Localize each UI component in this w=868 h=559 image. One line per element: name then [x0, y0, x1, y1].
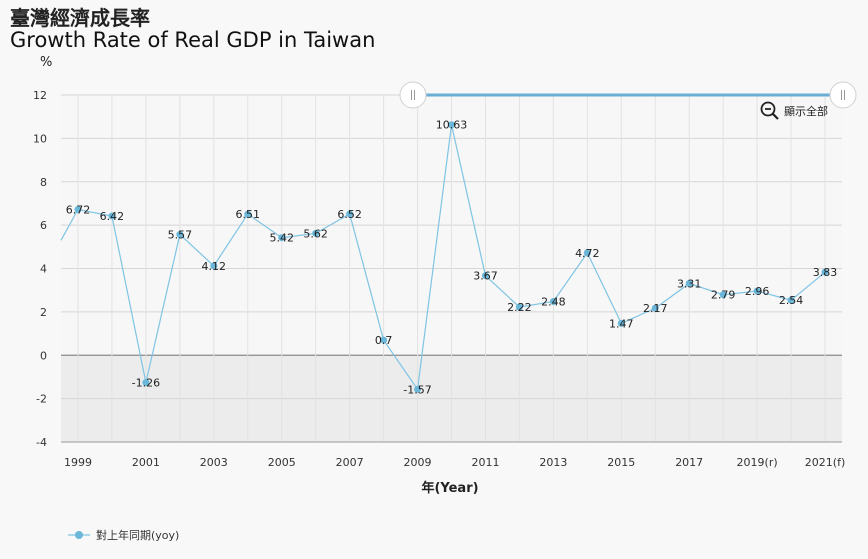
data-label: 10.63: [436, 119, 468, 132]
data-label: 2.79: [711, 289, 736, 302]
data-point[interactable]: [448, 121, 455, 129]
data-label: 5.42: [269, 232, 294, 245]
series-line: [60, 124, 826, 391]
y-tick-label: 10: [33, 132, 47, 145]
data-point[interactable]: [108, 212, 116, 220]
data-point[interactable]: [176, 230, 184, 238]
y-tick-label: 2: [40, 306, 47, 319]
y-tick-label: 0: [40, 349, 47, 362]
x-tick-label: 1999: [64, 456, 92, 469]
y-axis-unit: %: [40, 55, 53, 70]
data-point[interactable]: [481, 272, 489, 280]
data-label: 4.12: [202, 260, 227, 273]
x-tick-label: 2013: [539, 456, 567, 469]
data-point[interactable]: [583, 249, 591, 257]
reset-zoom-button[interactable]: 顯示全部: [760, 101, 828, 121]
data-label: 4.72: [575, 247, 600, 260]
navigator-handle-left[interactable]: [399, 81, 427, 109]
legend-line-marker-icon: [68, 531, 90, 539]
x-tick-label: 2011: [471, 456, 499, 469]
x-tick-label: 2007: [336, 456, 364, 469]
data-point[interactable]: [719, 291, 727, 299]
y-tick-label: 4: [40, 263, 47, 276]
data-label: 3.31: [677, 277, 702, 290]
data-point[interactable]: [414, 385, 422, 393]
x-axis: 1999 2001 2003 2005 2007 2009 2011 2013 2015 2017…: [61, 441, 845, 469]
data-label: 0.7: [375, 334, 393, 347]
data-point[interactable]: [142, 379, 150, 387]
zoom-out-icon: [760, 101, 779, 120]
y-tick-label: 6: [40, 219, 47, 232]
data-label: 2.48: [541, 295, 566, 308]
data-point[interactable]: [244, 210, 252, 218]
navigator-handle-right[interactable]: [829, 81, 857, 109]
data-label: 6.42: [100, 210, 125, 223]
data-point[interactable]: [346, 210, 354, 218]
data-label: 2.17: [643, 302, 668, 315]
data-point[interactable]: [515, 303, 523, 311]
legend-item-label: 對上年同期(yoy): [96, 529, 180, 542]
data-point[interactable]: [278, 234, 286, 242]
chart-title-en: Growth Rate of Real GDP in Taiwan: [10, 28, 376, 52]
chart-title-zh: 臺灣經濟成長率: [10, 6, 150, 30]
data-label: 3.83: [813, 266, 838, 279]
reset-zoom-label: 顯示全部: [784, 105, 828, 118]
data-label: 3.67: [473, 270, 498, 283]
x-tick-label: 2005: [268, 456, 296, 469]
data-point[interactable]: [821, 268, 829, 276]
x-axis-title: 年(Year): [421, 480, 478, 496]
x-tick-label: 2001: [132, 456, 160, 469]
y-tick-label: -2: [36, 393, 47, 406]
data-point[interactable]: [312, 229, 320, 237]
drag-handle-icon: [411, 90, 415, 100]
data-point[interactable]: [685, 279, 693, 287]
x-tick-label: 2003: [200, 456, 228, 469]
range-navigator[interactable]: [399, 81, 857, 109]
x-tick-label: 2019(r): [737, 456, 778, 469]
data-point[interactable]: [210, 262, 218, 270]
data-label: 2.22: [507, 301, 532, 314]
drag-handle-icon: [841, 90, 845, 100]
x-tick-label: 2009: [404, 456, 432, 469]
y-tick-label: 8: [40, 176, 47, 189]
data-label: 2.54: [779, 294, 804, 307]
data-label: 2.96: [745, 285, 770, 298]
data-label: 1.47: [609, 317, 634, 330]
data-label: 6.52: [337, 208, 362, 221]
x-tick-label: 2021(f): [805, 456, 845, 469]
data-point[interactable]: [651, 304, 659, 312]
data-point[interactable]: [753, 287, 761, 295]
data-point[interactable]: [787, 296, 795, 304]
data-label: 6.72: [66, 204, 91, 217]
data-label: -1.57: [403, 383, 431, 396]
series-yoy: 6.72 6.42 -1.26 5.57 4.12 6.51 5.42 5.62 6.52 0.7…: [60, 119, 838, 396]
data-point[interactable]: [74, 206, 82, 214]
legend[interactable]: 對上年同期(yoy): [68, 527, 179, 543]
data-point[interactable]: [380, 336, 388, 344]
x-tick-label: 2015: [607, 456, 635, 469]
data-label: -1.26: [132, 377, 160, 390]
y-tick-label: 12: [33, 89, 47, 102]
data-label: 5.62: [303, 227, 328, 240]
y-tick-label: -4: [36, 436, 47, 449]
data-label: 6.51: [236, 208, 261, 221]
data-point[interactable]: [549, 297, 557, 305]
x-tick-label: 2017: [675, 456, 703, 469]
data-label: 5.57: [168, 228, 193, 241]
y-axis: -4 -2 0 2 4 6 8 10 12: [33, 89, 47, 449]
data-point[interactable]: [617, 319, 625, 327]
